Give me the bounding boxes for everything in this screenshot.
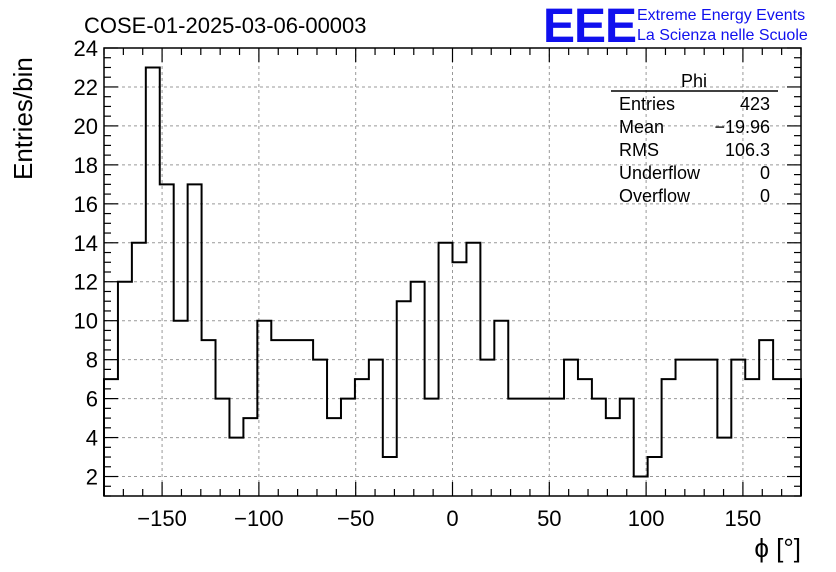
y-tick-label: 2	[86, 465, 98, 490]
x-axis-label: ϕ [°]	[754, 533, 801, 563]
y-tick-label: 16	[74, 192, 98, 217]
x-tick-label: −100	[234, 506, 284, 531]
stat-value-mean: −19.96	[714, 117, 770, 137]
y-tick-label: 8	[86, 348, 98, 373]
x-tick-label: 150	[725, 506, 762, 531]
eee-logo-mark: EEE	[543, 0, 636, 53]
grid-lines	[104, 47, 801, 496]
x-tick-label: 0	[446, 506, 458, 531]
x-tick-label: −50	[337, 506, 374, 531]
y-tick-label: 20	[74, 114, 98, 139]
logo-line-1: Extreme Energy Events	[637, 7, 805, 24]
x-axis: −150 −100 −50 0 50 100 150	[103, 48, 802, 531]
stats-box: Phi Entries 423 Mean −19.96 RMS 106.3 Un…	[611, 71, 778, 206]
stat-value-entries: 423	[740, 94, 770, 114]
y-tick-label: 6	[86, 387, 98, 412]
x-tick-label: 50	[537, 506, 561, 531]
y-tick-label: 4	[86, 426, 98, 451]
stat-label-mean: Mean	[619, 117, 664, 137]
stat-label-underflow: Underflow	[619, 163, 701, 183]
y-tick-label: 22	[74, 75, 98, 100]
stat-value-rms: 106.3	[725, 140, 770, 160]
y-tick-label: 14	[74, 231, 98, 256]
stat-value-underflow: 0	[760, 163, 770, 183]
y-tick-label: 10	[74, 309, 98, 334]
stat-label-rms: RMS	[619, 140, 659, 160]
stat-value-overflow: 0	[760, 186, 770, 206]
y-tick-label: 12	[74, 270, 98, 295]
x-tick-label: −150	[137, 506, 187, 531]
x-tick-label: 100	[628, 506, 665, 531]
y-axis-label: Entries/bin	[8, 57, 38, 180]
chart-title: COSE-01-2025-03-06-00003	[84, 13, 367, 38]
stats-box-title: Phi	[681, 71, 707, 91]
y-tick-label: 18	[74, 153, 98, 178]
histogram-outline	[103, 66, 802, 496]
stat-label-overflow: Overflow	[619, 186, 691, 206]
stat-label-entries: Entries	[619, 94, 675, 114]
logo-line-2: La Scienza nelle Scuole	[637, 27, 808, 44]
y-tick-label: 24	[74, 36, 98, 61]
